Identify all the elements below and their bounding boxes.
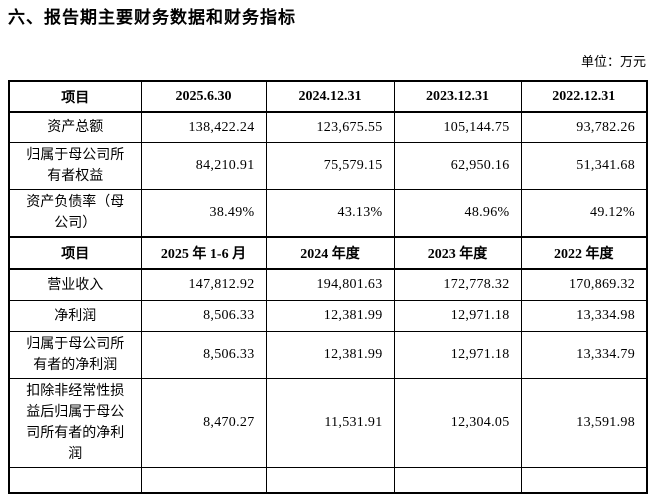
row-label: 归属于母公司所有者权益 bbox=[8, 142, 142, 190]
row-label: 营业收入 bbox=[8, 268, 142, 301]
cell-value: 147,812.92 bbox=[140, 268, 267, 301]
cell-value: 123,675.55 bbox=[265, 111, 395, 143]
cell-value: 138,422.24 bbox=[140, 111, 267, 143]
row-label: 资产负债率（母公司） bbox=[8, 189, 142, 238]
cell-value: 11,531.91 bbox=[265, 378, 395, 468]
column-header-period: 2025 年 1-6 月 bbox=[140, 236, 267, 270]
cell-value: 38.49% bbox=[140, 189, 267, 238]
column-header-date: 2025.6.30 bbox=[140, 80, 267, 113]
cell-value: 13,334.79 bbox=[520, 331, 648, 379]
table-header-row-periods: 项目 2025 年 1-6 月 2024 年度 2023 年度 2022 年度 bbox=[8, 236, 648, 270]
table-header-row-dates: 项目 2025.6.30 2024.12.31 2023.12.31 2022.… bbox=[8, 80, 648, 113]
table-row-parent-net-profit: 归属于母公司所有者的净利润 8,506.33 12,381.99 12,971.… bbox=[8, 331, 648, 379]
row-label: 资产总额 bbox=[8, 111, 142, 143]
column-header-item: 项目 bbox=[8, 80, 142, 113]
cell-value: 105,144.75 bbox=[393, 111, 522, 143]
unit-label: 单位：万元 bbox=[580, 54, 646, 69]
column-header-date: 2022.12.31 bbox=[520, 80, 648, 113]
cell-value: 12,971.18 bbox=[393, 300, 522, 332]
column-header-date: 2023.12.31 bbox=[393, 80, 522, 113]
financial-data-table: 项目 2025.6.30 2024.12.31 2023.12.31 2022.… bbox=[8, 80, 648, 494]
table-row-operating-revenue: 营业收入 147,812.92 194,801.63 172,778.32 17… bbox=[8, 268, 648, 301]
table-row-total-assets: 资产总额 138,422.24 123,675.55 105,144.75 93… bbox=[8, 111, 648, 143]
cell-value-empty bbox=[265, 467, 395, 494]
cell-value: 13,591.98 bbox=[520, 378, 648, 468]
cell-value: 172,778.32 bbox=[393, 268, 522, 301]
column-header-period: 2022 年度 bbox=[520, 236, 648, 270]
cell-value: 51,341.68 bbox=[520, 142, 648, 190]
cell-value: 8,470.27 bbox=[140, 378, 267, 468]
cell-value-empty bbox=[520, 467, 648, 494]
document-page: { "page": { "title": "六、报告期主要财务数据和财务指标",… bbox=[0, 8, 651, 494]
cell-value: 8,506.33 bbox=[140, 331, 267, 379]
cell-value: 13,334.98 bbox=[520, 300, 648, 332]
column-header-period: 2024 年度 bbox=[265, 236, 395, 270]
cell-value: 93,782.26 bbox=[520, 111, 648, 143]
cell-value: 84,210.91 bbox=[140, 142, 267, 190]
cell-value: 48.96% bbox=[393, 189, 522, 238]
table-row-net-profit: 净利润 8,506.33 12,381.99 12,971.18 13,334.… bbox=[8, 300, 648, 332]
row-label-empty bbox=[8, 467, 142, 494]
cell-value-empty bbox=[140, 467, 267, 494]
table-row-partial bbox=[8, 467, 648, 494]
cell-value: 62,950.16 bbox=[393, 142, 522, 190]
cell-value: 12,381.99 bbox=[265, 331, 395, 379]
table-row-debt-ratio: 资产负债率（母公司） 38.49% 43.13% 48.96% 49.12% bbox=[8, 189, 648, 238]
column-header-period: 2023 年度 bbox=[393, 236, 522, 270]
column-header-item: 项目 bbox=[8, 236, 142, 270]
document-title: 六、报告期主要财务数据和财务指标 bbox=[8, 8, 296, 27]
cell-value: 12,971.18 bbox=[393, 331, 522, 379]
table-row-deducted-net-profit: 扣除非经常性损益后归属于母公司所有者的净利润 8,470.27 11,531.9… bbox=[8, 378, 648, 468]
cell-value: 8,506.33 bbox=[140, 300, 267, 332]
cell-value: 170,869.32 bbox=[520, 268, 648, 301]
cell-value: 12,381.99 bbox=[265, 300, 395, 332]
cell-value: 75,579.15 bbox=[265, 142, 395, 190]
row-label: 归属于母公司所有者的净利润 bbox=[8, 331, 142, 379]
cell-value: 49.12% bbox=[520, 189, 648, 238]
table-row-parent-equity: 归属于母公司所有者权益 84,210.91 75,579.15 62,950.1… bbox=[8, 142, 648, 190]
column-header-date: 2024.12.31 bbox=[265, 80, 395, 113]
cell-value-empty bbox=[393, 467, 522, 494]
row-label: 扣除非经常性损益后归属于母公司所有者的净利润 bbox=[8, 378, 142, 468]
row-label: 净利润 bbox=[8, 300, 142, 332]
cell-value: 43.13% bbox=[265, 189, 395, 238]
cell-value: 12,304.05 bbox=[393, 378, 522, 468]
cell-value: 194,801.63 bbox=[265, 268, 395, 301]
